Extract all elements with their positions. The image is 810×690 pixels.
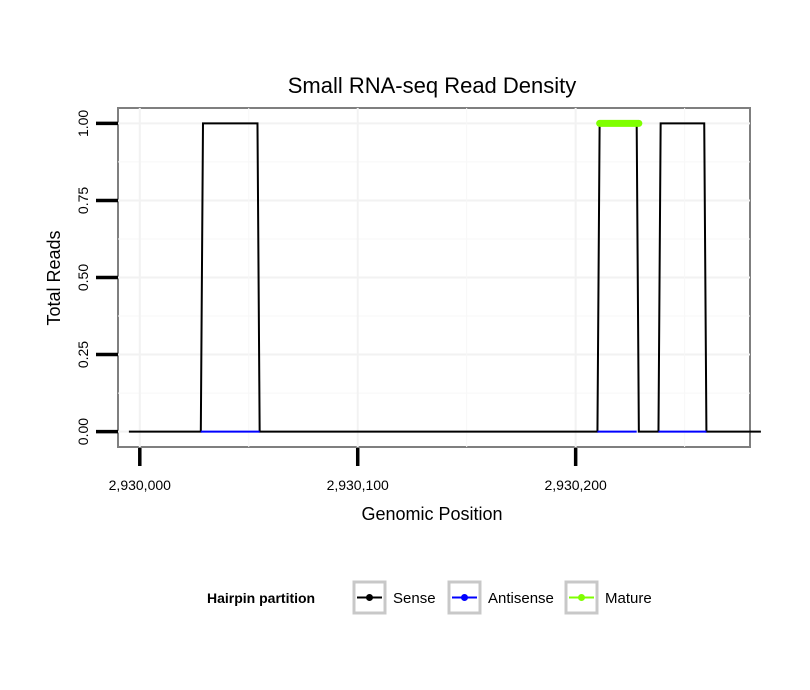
legend-label: Mature: [605, 590, 652, 607]
chart-title: Small RNA-seq Read Density: [288, 73, 577, 98]
y-axis-title: Total Reads: [44, 230, 64, 325]
legend-label: Antisense: [488, 590, 554, 607]
y-tick-label: 0.00: [75, 418, 91, 445]
legend: Hairpin partition Sense Antisense Mature: [207, 580, 652, 615]
legend-label: Sense: [393, 590, 436, 607]
x-tick-label: 2,930,000: [109, 477, 171, 493]
legend-entry-antisense: Antisense: [447, 580, 554, 615]
y-axis: 0.00 0.25 0.50 0.75 1.00: [75, 110, 118, 445]
x-axis: 2,930,000 2,930,100 2,930,200: [109, 448, 607, 493]
x-tick-label: 2,930,200: [545, 477, 607, 493]
x-axis-title: Genomic Position: [361, 504, 502, 524]
y-tick-label: 0.50: [75, 264, 91, 291]
y-tick-label: 0.75: [75, 187, 91, 214]
y-tick-label: 1.00: [75, 110, 91, 137]
legend-key-point: [461, 594, 468, 601]
series-layer: [128, 119, 761, 433]
x-tick-label: 2,930,100: [327, 477, 389, 493]
legend-key-point: [578, 594, 585, 601]
legend-title: Hairpin partition: [207, 590, 315, 606]
y-tick-label: 0.25: [75, 341, 91, 368]
legend-key-point: [366, 594, 373, 601]
legend-entry-sense: Sense: [352, 580, 436, 615]
legend-entry-mature: Mature: [564, 580, 652, 615]
